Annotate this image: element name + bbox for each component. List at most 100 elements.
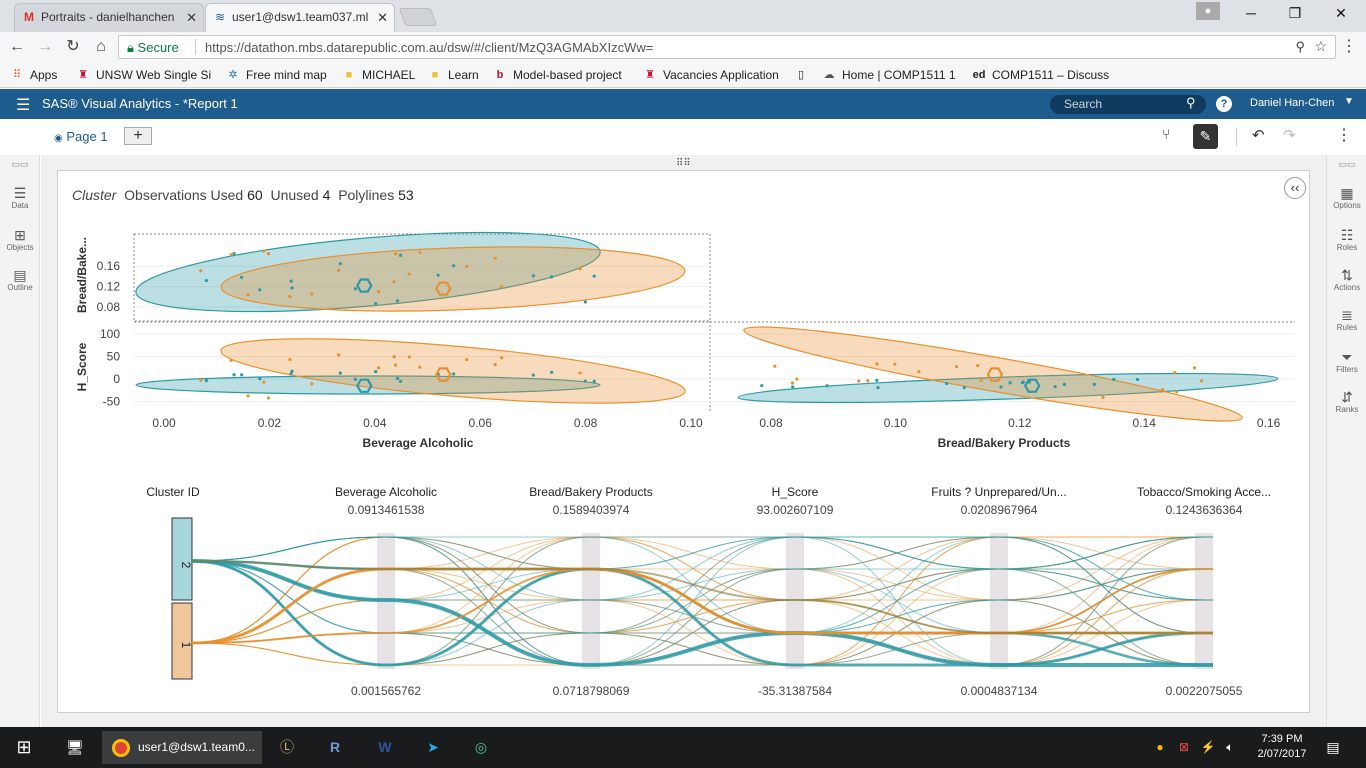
scatter-point: [229, 358, 233, 362]
bookmark-mindmap[interactable]: ✲ Free mind map: [226, 67, 326, 83]
undo-icon[interactable]: ↶: [1252, 127, 1265, 144]
close-icon[interactable]: ✕: [377, 10, 388, 25]
notifications-icon[interactable]: ▤: [1326, 739, 1340, 755]
secure-badge[interactable]: 🔒︎ Secure: [127, 40, 179, 56]
bookmark-model[interactable]: b Model-based project: [493, 67, 622, 83]
maximize-icon[interactable]: ❐: [1288, 5, 1302, 21]
bookmark-comp1511-home[interactable]: ▯ ☁︎ Home | COMP1511 1: [798, 67, 956, 83]
bookmark-vacancies[interactable]: ♜ Vacancies Application: [643, 67, 779, 83]
bookmark-learn[interactable]: ■ Learn: [428, 67, 479, 83]
bookmark-label: Vacancies Application: [663, 68, 779, 82]
hamburger-menu-icon[interactable]: ☰: [16, 97, 31, 114]
object-title: Cluster: [72, 187, 117, 203]
forward-icon[interactable]: →: [37, 38, 53, 55]
cloud-icon: ☁︎: [823, 69, 835, 81]
profile-icon[interactable]: ●: [1196, 2, 1220, 20]
app-title: SAS® Visual Analytics - *Report 1: [42, 96, 238, 111]
scatter-point: [465, 357, 469, 362]
cluster-report-object[interactable]: Cluster Observations Used 60 Unused 4 Po…: [57, 170, 1310, 713]
ed-logo-icon: ed: [972, 69, 986, 81]
chevron-down-icon[interactable]: ▼: [1344, 96, 1354, 107]
add-page-button[interactable]: +: [124, 127, 152, 145]
interactions-icon[interactable]: ⑂: [1162, 126, 1171, 142]
url-text[interactable]: https://datathon.mbs.datarepublic.com.au…: [205, 40, 654, 55]
scatter-point: [531, 274, 535, 278]
page-tab[interactable]: ◉ Page 1: [54, 129, 108, 144]
scatter-point: [1062, 382, 1067, 387]
omnibox[interactable]: 🔒︎ Secure https://datathon.mbs.datarepub…: [118, 35, 1336, 59]
minimize-icon[interactable]: ─: [1246, 5, 1256, 21]
x-tick-label: 0.04: [363, 416, 387, 430]
scatter-point: [258, 288, 262, 292]
report-toolbar: ◉ Page 1 + ⑂ ✎ ↶ ↷ ⋮: [0, 119, 1366, 155]
paperplane-icon[interactable]: ➤: [427, 739, 439, 755]
redo-icon[interactable]: ↷: [1283, 127, 1296, 144]
new-tab-button[interactable]: [398, 8, 438, 26]
clock[interactable]: 7:39 PM 2/07/2017: [1252, 732, 1312, 762]
power-icon[interactable]: ⚡: [1200, 740, 1216, 754]
volume-icon[interactable]: 🔈︎: [1226, 740, 1234, 754]
scatter-point: [893, 362, 897, 366]
pane-rules[interactable]: ≣ Rules: [1327, 307, 1366, 332]
scatter-point: [875, 362, 879, 366]
pane-grip-icon[interactable]: ▭▭: [11, 159, 29, 169]
back-icon[interactable]: ←: [9, 38, 25, 55]
menu-icon[interactable]: ⋮: [1341, 38, 1357, 55]
scatter-point: [392, 355, 396, 359]
pane-objects[interactable]: ⊞ Objects: [0, 227, 40, 252]
pane-outline[interactable]: ▤ Outline: [0, 267, 40, 292]
bookmark-comp1511-discuss[interactable]: ed COMP1511 – Discuss: [972, 67, 1110, 83]
drag-handle-icon[interactable]: ⠿⠿: [676, 158, 691, 169]
outline-icon: ▤: [13, 267, 27, 283]
apps-grid-icon: ⠿: [12, 69, 22, 81]
window-close-icon[interactable]: ✕: [1335, 5, 1347, 21]
windows-start-icon[interactable]: ⊞: [16, 737, 32, 757]
word-icon[interactable]: W: [378, 739, 392, 755]
pane-ranks[interactable]: ⇵ Ranks: [1327, 389, 1366, 414]
help-icon[interactable]: ?: [1216, 96, 1232, 112]
app-icon[interactable]: ◎: [474, 739, 488, 755]
scatter-point: [1160, 387, 1165, 392]
objects-toggle-icon[interactable]: ✎: [1193, 124, 1218, 149]
pane-label: Data: [11, 201, 29, 210]
tab-gmail[interactable]: M Portraits - danielhanchen ✕: [14, 3, 204, 32]
search-input[interactable]: Search: [1050, 95, 1206, 114]
tab-sas[interactable]: ≋ user1@dsw1.team037.ml ✕: [205, 3, 395, 32]
pane-data[interactable]: ☰ Data: [0, 185, 40, 210]
scatter-point: [418, 365, 422, 369]
search-icon[interactable]: ⚲: [1186, 95, 1196, 110]
reload-icon[interactable]: ↻: [66, 38, 80, 55]
pane-grip-icon[interactable]: ▭▭: [1338, 159, 1356, 169]
pin-icon[interactable]: ⚲: [1295, 39, 1305, 54]
network-icon[interactable]: ⊠: [1178, 740, 1190, 754]
data-icon: ☰: [13, 185, 27, 201]
bookmark-apps[interactable]: ⠿ Apps: [10, 67, 57, 83]
pane-actions[interactable]: ⇅ Actions: [1327, 267, 1366, 292]
star-icon[interactable]: ☆: [1314, 38, 1327, 54]
computer-icon[interactable]: 🖥︎: [66, 739, 84, 755]
unsw-crest-icon: ♜: [645, 69, 655, 81]
centroid-marker: [356, 378, 373, 393]
home-icon[interactable]: ⌂: [96, 38, 106, 55]
bookmark-unsw[interactable]: ♜ UNSW Web Single Si: [76, 67, 211, 83]
pane-options[interactable]: ▦ Options: [1327, 185, 1366, 210]
r-icon[interactable]: R: [329, 739, 341, 755]
unused-label: Unused: [270, 187, 319, 203]
scatter-point: [436, 273, 440, 277]
scatter-point: [578, 371, 582, 375]
scatter-point: [1192, 366, 1197, 370]
scatter-point: [1020, 381, 1024, 385]
left-side-pane: ▭▭ ☰ Data ⊞ Objects ▤ Outline: [0, 155, 40, 727]
scatter-point: [999, 385, 1003, 389]
pane-roles[interactable]: ☷ Roles: [1327, 227, 1366, 252]
taskbar-active-window[interactable]: user1@dsw1.team0...: [102, 731, 262, 764]
close-icon[interactable]: ✕: [186, 10, 197, 25]
league-icon[interactable]: Ⓛ: [280, 739, 294, 755]
tray-icon[interactable]: ●: [1156, 740, 1164, 754]
bookmark-michael[interactable]: ■ MICHAEL: [342, 67, 416, 83]
more-options-icon[interactable]: ⋮: [1336, 127, 1352, 144]
pane-filters[interactable]: ⏷ Filters: [1327, 349, 1366, 374]
user-menu[interactable]: Daniel Han-Chen: [1250, 97, 1335, 109]
collapse-double-chevron-icon[interactable]: ‹‹: [1284, 177, 1306, 199]
scatter-point: [876, 385, 880, 390]
